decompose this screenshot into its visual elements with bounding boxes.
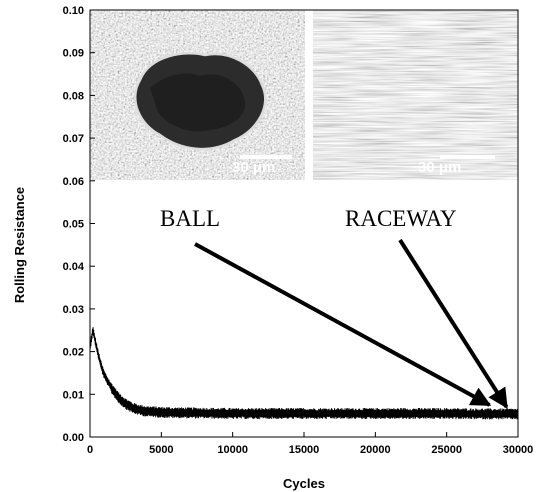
ball-callout-label: BALL <box>160 206 220 231</box>
y-tick-label: 0.05 <box>63 219 84 231</box>
x-tick-label: 30000 <box>503 444 534 456</box>
raceway-callout-label: RACEWAY <box>345 206 457 231</box>
ball-arrow <box>194 242 492 407</box>
y-tick-label: 0.03 <box>63 304 84 316</box>
y-tick-label: 0.06 <box>63 176 84 188</box>
y-axis-title: Rolling Resistance <box>12 187 27 303</box>
series-line <box>89 327 519 420</box>
y-axis-ticks: 0.00 0.01 0.02 0.03 0.04 0.05 0.06 0.07 0.08 0.09… <box>63 5 95 444</box>
x-tick-label: 0 <box>87 444 93 456</box>
x-tick-label: 15000 <box>289 444 320 456</box>
y-tick-label: 0.10 <box>63 5 84 17</box>
y-tick-label: 0.04 <box>63 261 85 273</box>
y-tick-label: 0.00 <box>63 432 84 444</box>
y-tick-label: 0.07 <box>63 133 84 145</box>
x-tick-label: 20000 <box>360 444 391 456</box>
y-tick-label: 0.08 <box>63 90 84 102</box>
y-tick-label: 0.01 <box>63 389 84 401</box>
ball-scale-label: 30 μm <box>232 159 275 176</box>
raceway-scale-label: 30 μm <box>418 159 461 176</box>
x-tick-label: 10000 <box>217 444 248 456</box>
y-tick-label: 0.02 <box>63 347 84 359</box>
raceway-arrow <box>398 238 509 409</box>
x-axis-ticks: 0 5000 10000 15000 20000 25000 30000 <box>87 432 533 456</box>
x-axis-title: Cycles <box>283 476 325 491</box>
x-tick-label: 5000 <box>149 444 173 456</box>
ball-micrograph: 30 μm <box>90 10 305 180</box>
data-series <box>89 327 519 420</box>
y-tick-label: 0.09 <box>63 48 84 60</box>
raceway-micrograph: 30 μm <box>313 10 518 180</box>
x-tick-label: 25000 <box>431 444 462 456</box>
